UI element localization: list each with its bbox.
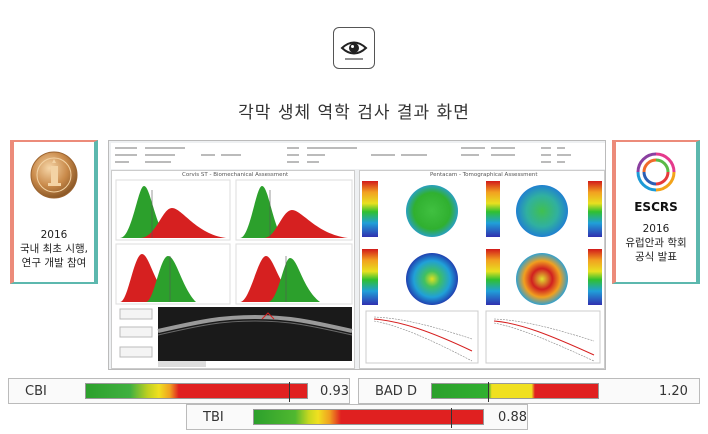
- badd-label: BAD D: [375, 383, 417, 399]
- topography-maps: [406, 185, 568, 305]
- cbi-scale: [84, 382, 309, 402]
- escrs-logo: [634, 150, 678, 194]
- badd-index-row: BAD D 1.20: [358, 378, 700, 404]
- analysis-screenshot: Corvis ST - Biomechanical Assessment: [108, 140, 606, 370]
- left-card-line1: 국내 최초 시행,: [20, 243, 88, 255]
- page-title: 각막 생체 역학 검사 결과 화면: [238, 103, 470, 123]
- left-card-year: 2016: [40, 229, 68, 241]
- corvis-side-buttons: [119, 308, 153, 358]
- pentacam-panel: Pentacam - Tomographical Assessment: [359, 170, 605, 369]
- tbi-value: 0.88: [498, 409, 527, 425]
- cbi-index-row: CBI 0.93: [8, 378, 350, 404]
- color-scales: [362, 181, 602, 305]
- corvis-panel: Corvis ST - Biomechanical Assessment: [111, 170, 355, 369]
- corvis-distribution-plots: [115, 179, 353, 305]
- left-card-line2: 연구 개발 참여: [21, 257, 87, 269]
- right-card-line1: 유럽안과 학회: [625, 237, 687, 249]
- cbi-label: CBI: [25, 383, 47, 399]
- patient-header: [111, 143, 605, 169]
- scheimpflug-image: [157, 307, 353, 367]
- badd-value: 1.20: [659, 383, 688, 399]
- tbi-label: TBI: [203, 409, 224, 425]
- escrs-logo-text: ESCRS: [634, 200, 678, 214]
- eye-icon: [333, 27, 375, 69]
- right-card-year: 2016: [642, 223, 670, 235]
- badd-marker: [488, 382, 490, 402]
- award-card-left: 2016 국내 최초 시행, 연구 개발 참여: [10, 140, 98, 284]
- badd-scale: [431, 382, 599, 402]
- award-card-right: ESCRS 2016 유럽안과 학회 공식 발표: [612, 140, 700, 284]
- thickness-graphs: [365, 310, 601, 364]
- corvis-title: Corvis ST - Biomechanical Assessment: [182, 172, 289, 178]
- tbi-scale: [252, 408, 485, 428]
- cbi-marker: [289, 382, 291, 402]
- pentacam-title: Pentacam - Tomographical Assessment: [430, 172, 538, 178]
- right-card-line2: 공식 발표: [635, 251, 677, 263]
- tbi-index-row: TBI 0.88: [186, 404, 528, 430]
- medal-icon: [29, 150, 79, 200]
- cbi-value: 0.93: [320, 383, 349, 399]
- tbi-marker: [450, 408, 452, 428]
